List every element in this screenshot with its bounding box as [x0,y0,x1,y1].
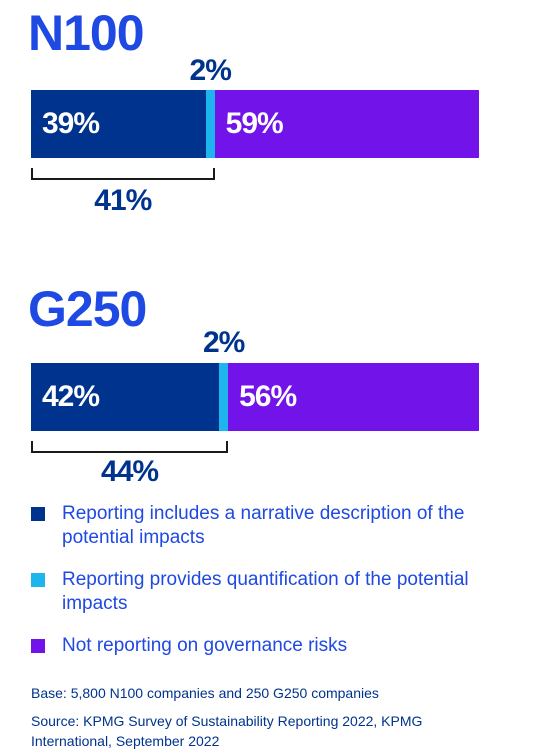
g250-narrative-segment: 42% [31,363,220,431]
g250-bracket-label: 44% [101,455,159,488]
n100-narrative-label: 39% [42,107,100,140]
g250-bracket [31,441,229,453]
g250-narrative-label: 42% [42,380,100,413]
legend: Reporting includes a narrative descripti… [31,502,501,676]
g250-not-reporting-segment: 56% [228,363,479,431]
legend-swatch-not-reporting [31,639,45,653]
legend-label-quantification: Reporting provides quantification of the… [62,569,469,614]
legend-item-narrative: Reporting includes a narrative descripti… [31,502,501,550]
n100-not-reporting-segment: 59% [214,90,479,158]
n100-bracket [31,168,215,180]
g250-quantification-label: 2% [202,326,245,359]
g250-title: G250 [28,281,147,337]
legend-label-narrative: Reporting includes a narrative descripti… [62,503,465,548]
g250-bar: 42% 56% [31,363,479,431]
legend-item-quantification: Reporting provides quantification of the… [31,568,501,616]
legend-item-not-reporting: Not reporting on governance risks [31,634,501,658]
source-note: Source: KPMG Survey of Sustainability Re… [31,713,423,749]
base-note: Base: 5,800 N100 companies and 250 G250 … [31,685,379,701]
g250-not-reporting-label: 56% [239,380,297,413]
n100-bracket-label: 41% [94,184,152,217]
legend-swatch-narrative [31,507,45,521]
n100-narrative-segment: 39% [31,90,206,158]
n100-not-reporting-label: 59% [225,107,284,140]
n100-title: N100 [28,5,145,61]
n100-quantification-label: 2% [189,54,232,87]
g250-quantification-segment [219,363,229,431]
legend-label-not-reporting: Not reporting on governance risks [62,635,348,656]
n100-quantification-segment [205,90,215,158]
legend-swatch-quantification [31,573,45,587]
n100-bar: 39% 59% [31,90,479,158]
